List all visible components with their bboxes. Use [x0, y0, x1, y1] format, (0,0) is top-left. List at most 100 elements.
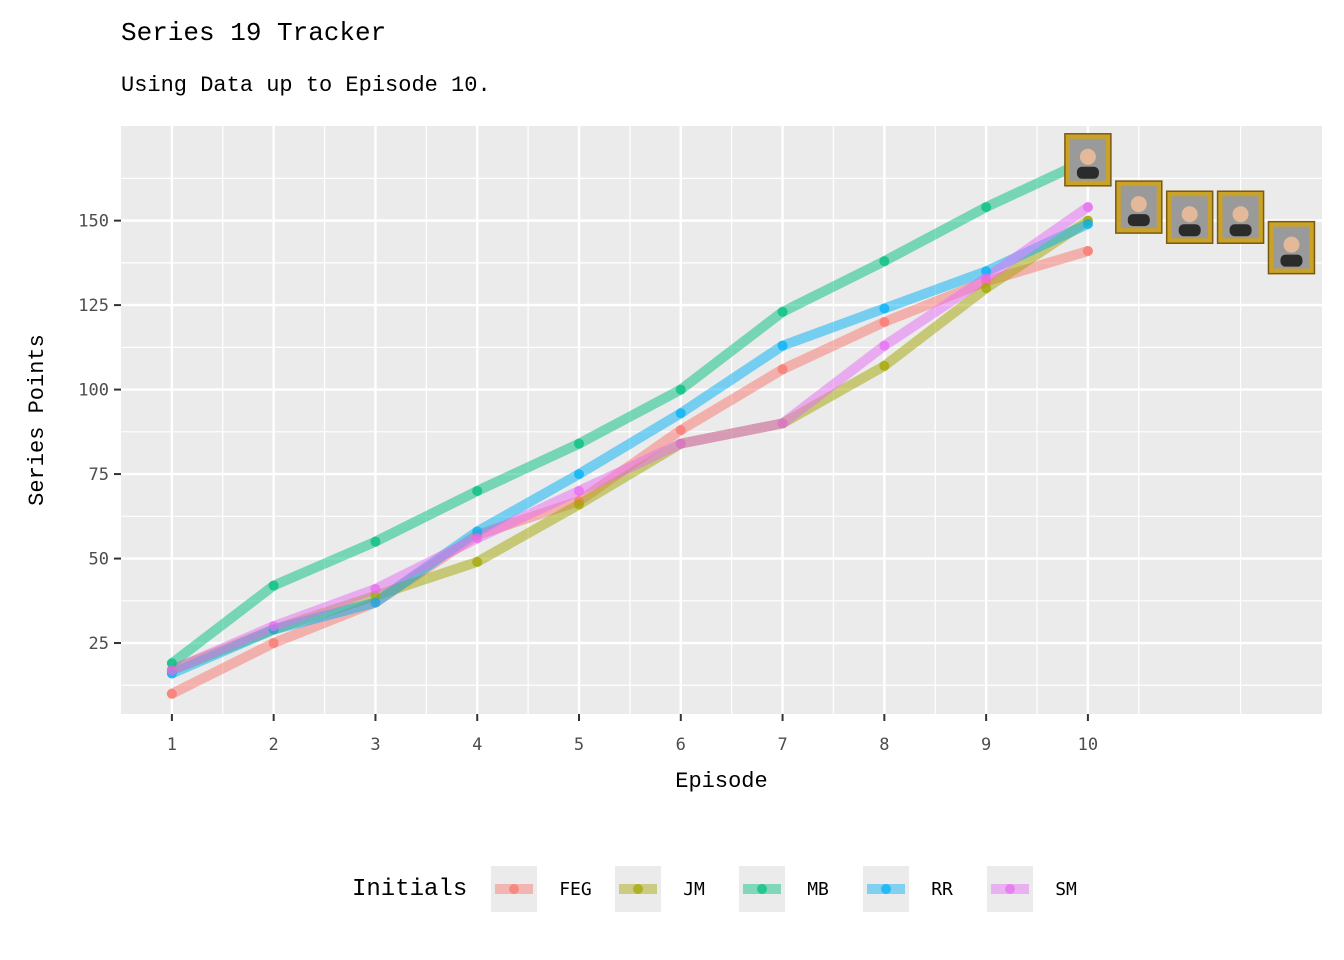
series-lines [166, 154, 1093, 699]
portrait-face [1232, 206, 1249, 223]
data-point-jm [879, 360, 890, 371]
portrait-face [1181, 206, 1198, 223]
legend-label: MB [807, 878, 829, 900]
data-point-mb [777, 306, 788, 317]
data-point-feg [268, 638, 279, 649]
data-point-rr [777, 340, 788, 351]
data-point-rr [675, 408, 686, 419]
gridlines [121, 126, 1322, 714]
axes: 1 2 3 4 5 6 7 8 9 10 25 50 75 100 125 150 [78, 212, 1098, 755]
legend-key-dot [881, 884, 892, 894]
data-point-rr [574, 469, 585, 480]
x-tick-label: 1 [167, 735, 177, 755]
x-tick-label: 8 [879, 735, 889, 755]
legend-key-dot [509, 884, 520, 894]
legend-items: FEG JM MB RR SM [491, 866, 1111, 912]
data-point-feg [1082, 246, 1093, 257]
data-point-feg [675, 425, 686, 436]
data-point-mb [268, 580, 279, 591]
data-point-sm [166, 665, 177, 676]
x-tick-label: 5 [574, 735, 584, 755]
series-points [166, 154, 1093, 699]
data-point-feg [777, 364, 788, 375]
legend-label: RR [931, 878, 953, 900]
legend-key-dot [633, 884, 644, 894]
data-point-sm [472, 533, 483, 544]
legend-key-dot [757, 884, 768, 894]
portrait-rr [1165, 190, 1214, 244]
x-axis-title: Episode [675, 769, 767, 794]
legend-item-mb: MB [739, 866, 851, 912]
contestant-portraits [1064, 133, 1316, 275]
portrait-jm [1115, 180, 1163, 234]
data-point-sm [675, 438, 686, 449]
legend-item-rr: RR [863, 866, 975, 912]
data-point-mb [574, 438, 585, 449]
data-point-sm [268, 621, 279, 632]
legend-label: SM [1055, 878, 1077, 900]
legend-item-feg: FEG [491, 866, 603, 912]
legend-key [615, 866, 662, 912]
legend-key-dot [1005, 884, 1016, 894]
series-line-sm [166, 202, 1093, 676]
data-point-mb [370, 536, 381, 547]
portrait-shoulders [1280, 254, 1303, 267]
data-point-feg [166, 688, 177, 699]
data-point-rr [879, 303, 890, 314]
portrait-face [1283, 236, 1300, 253]
legend-label: FEG [559, 878, 592, 900]
legend-item-jm: JM [615, 866, 727, 912]
data-point-mb [472, 485, 483, 496]
legend-key [739, 866, 786, 912]
portrait-sm [1267, 220, 1316, 275]
portrait-shoulders [1178, 224, 1201, 237]
data-point-rr [1082, 219, 1093, 229]
data-point-sm [574, 485, 585, 496]
series-line-rr [166, 219, 1093, 679]
y-tick-label: 50 [89, 550, 109, 570]
x-tick-label: 4 [472, 735, 482, 755]
legend-label: JM [683, 878, 705, 900]
portrait-shoulders [1127, 214, 1150, 227]
data-point-sm [981, 273, 992, 284]
portrait-feg [1216, 190, 1265, 244]
data-point-mb [981, 202, 992, 213]
data-point-sm [879, 340, 890, 351]
y-tick-label: 100 [78, 381, 109, 401]
portrait-shoulders [1229, 224, 1252, 237]
legend-title: Initials [352, 875, 468, 903]
data-point-sm [1082, 202, 1093, 213]
data-point-jm [574, 499, 585, 510]
data-point-jm [981, 283, 992, 294]
x-tick-label: 6 [676, 735, 686, 755]
x-tick-label: 9 [981, 735, 991, 755]
data-point-jm [472, 556, 483, 567]
y-tick-label: 150 [78, 212, 109, 232]
data-point-sm [370, 583, 381, 594]
data-point-mb [675, 384, 686, 395]
portrait-face [1130, 196, 1147, 213]
legend-key [491, 866, 538, 912]
x-tick-label: 7 [777, 735, 787, 755]
x-tick-label: 2 [269, 735, 279, 755]
chart-title: Series 19 Tracker [121, 18, 387, 48]
portrait-face [1079, 148, 1096, 165]
legend-item-sm: SM [987, 866, 1099, 912]
data-point-feg [879, 317, 890, 327]
portrait-mb [1064, 133, 1112, 187]
portrait-shoulders [1076, 166, 1099, 179]
legend: Initials FEG JM MB RR SM [352, 866, 1111, 912]
x-tick-label: 3 [370, 735, 380, 755]
y-axis-title: Series Points [25, 334, 50, 506]
data-point-sm [777, 418, 788, 429]
x-tick-label: 10 [1078, 735, 1098, 755]
y-tick-label: 25 [89, 634, 109, 654]
y-tick-label: 125 [78, 296, 109, 316]
chart-subtitle: Using Data up to Episode 10. [121, 73, 491, 98]
data-point-mb [879, 256, 890, 267]
legend-key [987, 866, 1034, 912]
data-point-rr [370, 597, 381, 608]
y-tick-label: 75 [89, 465, 109, 485]
legend-key [863, 866, 910, 912]
